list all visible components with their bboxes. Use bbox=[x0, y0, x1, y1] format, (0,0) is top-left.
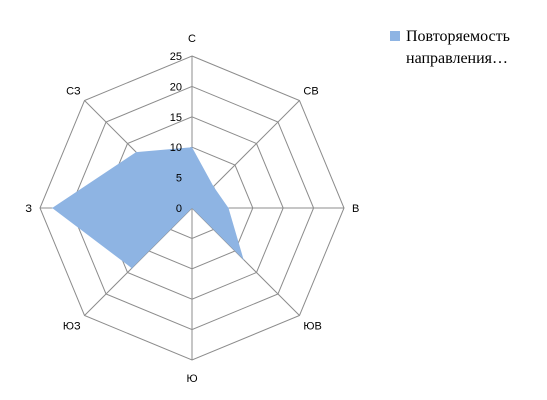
legend: Повторяемость направления… bbox=[390, 26, 540, 70]
data-point-7 bbox=[135, 151, 137, 153]
category-label-4: Ю bbox=[186, 373, 197, 385]
series-area-0 bbox=[52, 147, 244, 269]
data-point-4 bbox=[191, 207, 193, 209]
category-label-5: ЮЗ bbox=[63, 320, 81, 332]
data-point-1 bbox=[212, 186, 214, 188]
category-label-6: З bbox=[25, 203, 32, 215]
legend-label: Повторяемость направления… bbox=[406, 28, 510, 67]
category-label-7: СЗ bbox=[66, 86, 81, 98]
tick-label-15: 15 bbox=[170, 112, 182, 124]
tick-label-0: 0 bbox=[176, 203, 182, 215]
tick-label-25: 25 bbox=[170, 51, 182, 63]
category-label-1: СВ bbox=[303, 86, 318, 98]
data-point-0 bbox=[191, 146, 193, 148]
category-label-2: В bbox=[352, 203, 359, 215]
tick-label-5: 5 bbox=[176, 173, 182, 185]
legend-swatch bbox=[390, 31, 400, 41]
tick-label-20: 20 bbox=[170, 81, 182, 93]
data-point-3 bbox=[243, 259, 245, 261]
tick-label-10: 10 bbox=[170, 142, 182, 154]
data-point-6 bbox=[51, 207, 53, 209]
category-label-3: ЮВ bbox=[303, 320, 321, 332]
category-label-0: С bbox=[188, 33, 196, 45]
data-point-5 bbox=[131, 267, 133, 269]
data-point-2 bbox=[227, 207, 229, 209]
